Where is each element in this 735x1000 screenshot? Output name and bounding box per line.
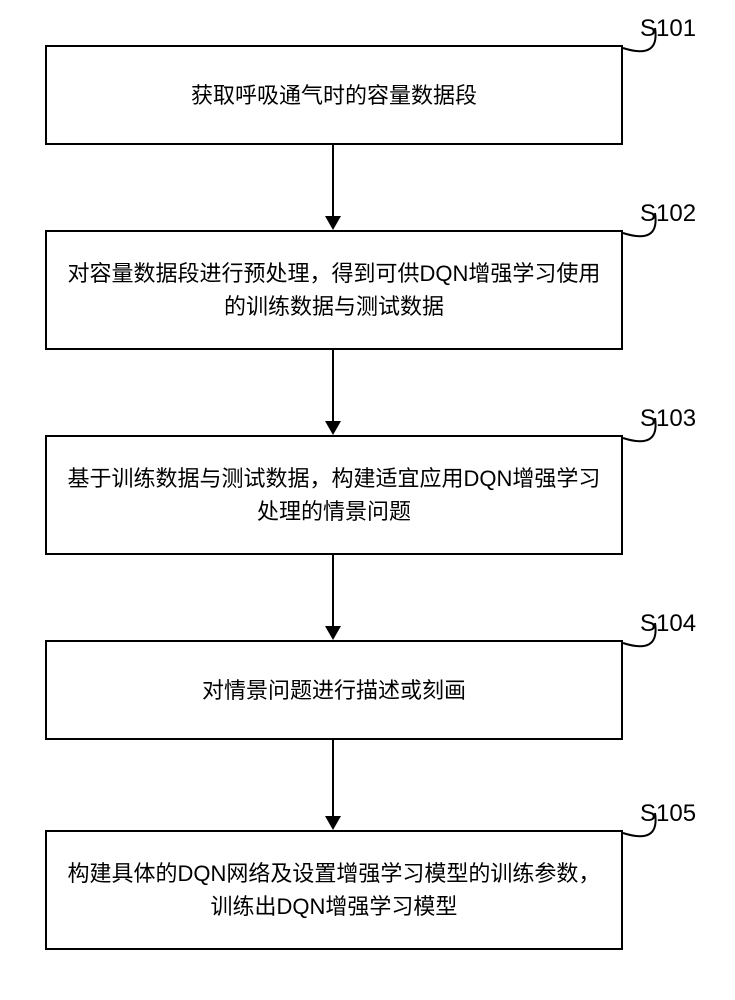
step-box-s104: 对情景问题进行描述或刻画 <box>45 640 623 740</box>
step-text: 对情景问题进行描述或刻画 <box>202 674 466 707</box>
arrow-head <box>325 816 341 830</box>
arrow-line <box>332 350 334 421</box>
arrow-head <box>325 216 341 230</box>
step-text: 基于训练数据与测试数据，构建适宜应用DQN增强学习处理的情景问题 <box>67 462 601 528</box>
step-box-s103: 基于训练数据与测试数据，构建适宜应用DQN增强学习处理的情景问题 <box>45 435 623 555</box>
arrow-line <box>332 555 334 626</box>
step-label-s101: S101 <box>640 15 696 43</box>
step-label-s102: S102 <box>640 200 696 228</box>
arrow-line <box>332 740 334 816</box>
step-label-s105: S105 <box>640 800 696 828</box>
flowchart-container: 获取呼吸通气时的容量数据段 S101 对容量数据段进行预处理，得到可供DQN增强… <box>0 0 735 1000</box>
step-label-s104: S104 <box>640 610 696 638</box>
arrow-line <box>332 145 334 216</box>
step-box-s101: 获取呼吸通气时的容量数据段 <box>45 45 623 145</box>
arrow-head <box>325 421 341 435</box>
step-box-s102: 对容量数据段进行预处理，得到可供DQN增强学习使用的训练数据与测试数据 <box>45 230 623 350</box>
step-text: 构建具体的DQN网络及设置增强学习模型的训练参数，训练出DQN增强学习模型 <box>67 857 601 923</box>
step-text: 获取呼吸通气时的容量数据段 <box>191 79 477 112</box>
arrow-head <box>325 626 341 640</box>
step-box-s105: 构建具体的DQN网络及设置增强学习模型的训练参数，训练出DQN增强学习模型 <box>45 830 623 950</box>
step-text: 对容量数据段进行预处理，得到可供DQN增强学习使用的训练数据与测试数据 <box>67 257 601 323</box>
step-label-s103: S103 <box>640 405 696 433</box>
